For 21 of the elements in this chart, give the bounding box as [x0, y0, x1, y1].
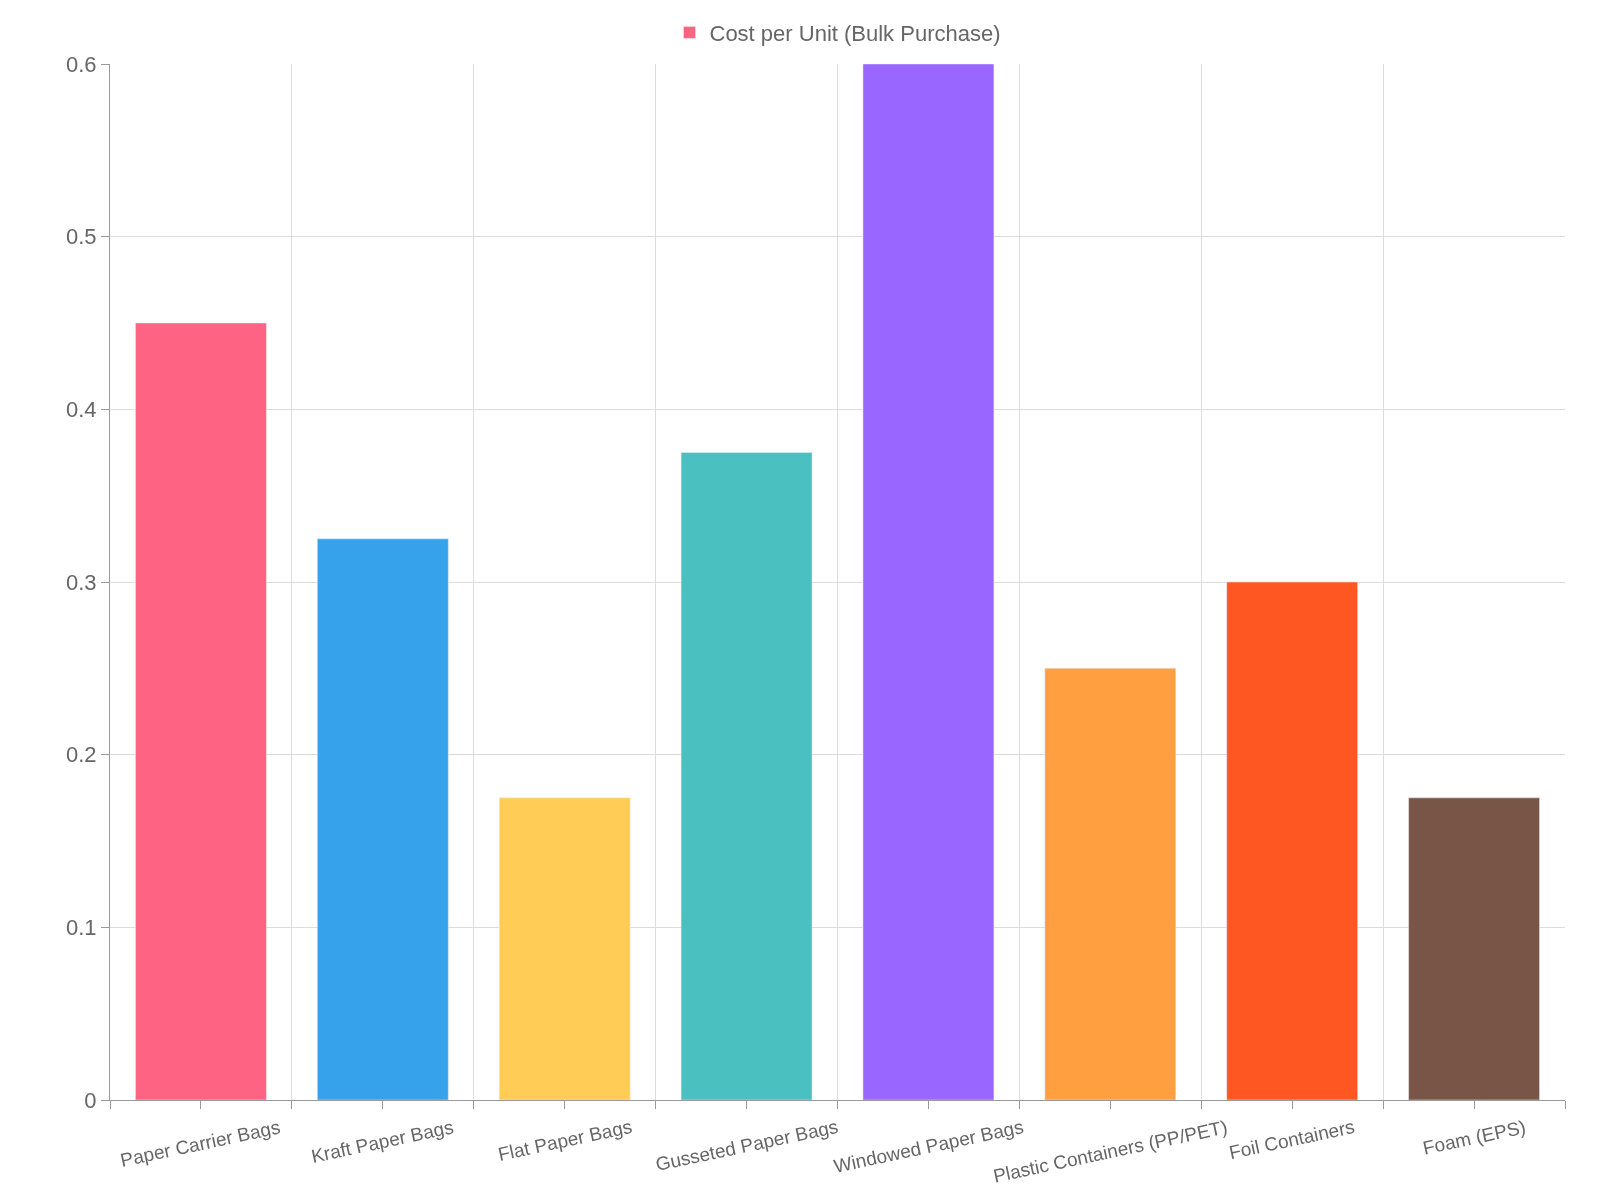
y-tick-label: 0 [84, 1087, 97, 1113]
y-tick-label: 0.6 [66, 51, 97, 77]
y-tick-label: 0.5 [66, 224, 97, 250]
x-tick-label: Kraft Paper Bags [309, 1116, 456, 1167]
y-tick-label: 0.3 [66, 569, 97, 595]
bar [1044, 668, 1177, 1100]
bar [1408, 797, 1540, 1100]
bar [498, 797, 631, 1100]
legend-label: Cost per Unit (Bulk Purchase) [709, 21, 1001, 47]
bar [135, 322, 267, 1100]
bar [862, 64, 995, 1100]
y-tick-label: 0.4 [66, 397, 97, 423]
y-tick-label: 0.2 [66, 742, 97, 768]
y-tick-label: 0.1 [66, 915, 97, 941]
bar [317, 538, 449, 1100]
x-tick-label: Paper Carrier Bags [118, 1116, 283, 1171]
x-tick-label: Foam (EPS) [1420, 1116, 1528, 1159]
bar [680, 452, 813, 1100]
x-tick-label: Flat Paper Bags [496, 1115, 634, 1165]
x-tick-label: Foil Containers [1227, 1116, 1357, 1164]
bar [1226, 581, 1358, 1100]
